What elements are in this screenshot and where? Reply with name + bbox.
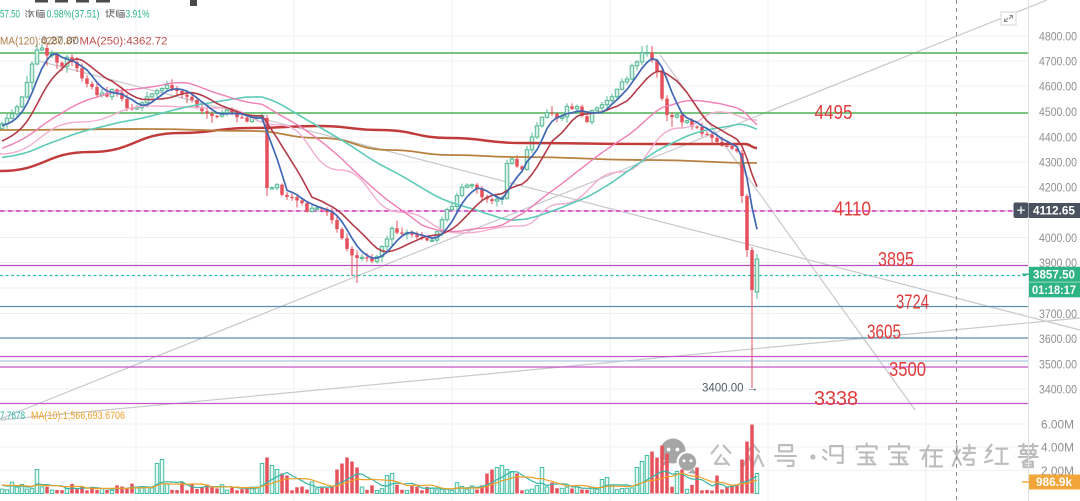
svg-text:3895: 3895 <box>878 248 914 271</box>
svg-text:4500.00: 4500.00 <box>1039 107 1077 119</box>
svg-text:3500: 3500 <box>889 358 926 381</box>
svg-text:4300.00: 4300.00 <box>1039 158 1077 170</box>
svg-text:3700.00: 3700.00 <box>1039 309 1077 321</box>
svg-text:0.98%(37.51): 0.98%(37.51) <box>47 9 100 21</box>
svg-text:4112.65: 4112.65 <box>1033 204 1075 218</box>
svg-text:4800.00: 4800.00 <box>1039 32 1077 44</box>
svg-text:3500.00: 3500.00 <box>1039 360 1077 372</box>
svg-text:0.27.00: 0.27.00 <box>41 35 79 47</box>
svg-text:4400.00: 4400.00 <box>1039 133 1077 145</box>
svg-text:6.00M: 6.00M <box>1041 420 1074 432</box>
svg-text:4495: 4495 <box>815 101 853 124</box>
svg-text:986.9k: 986.9k <box>1036 475 1072 489</box>
svg-text:4000.00: 4000.00 <box>1039 233 1077 245</box>
svg-text:3600.00: 3600.00 <box>1039 334 1077 346</box>
svg-text:01:18:17: 01:18:17 <box>1032 283 1076 297</box>
svg-text:3338: 3338 <box>814 387 858 410</box>
svg-text:3400.00: 3400.00 <box>1039 385 1077 397</box>
svg-text:4110: 4110 <box>834 198 871 221</box>
svg-text:MA(250):4362.72: MA(250):4362.72 <box>80 36 168 48</box>
svg-text:3400.00 →: 3400.00 → <box>702 383 758 395</box>
svg-text:4.00M: 4.00M <box>1041 443 1074 455</box>
svg-text:4700.00: 4700.00 <box>1039 57 1077 69</box>
svg-text:MA(10):1,566,693.6706: MA(10):1,566,693.6706 <box>31 410 125 422</box>
svg-text:57.50: 57.50 <box>0 9 20 21</box>
svg-text:3.91%: 3.91% <box>126 9 150 21</box>
svg-text:3605: 3605 <box>867 321 901 344</box>
svg-text:MA(120):4280.87: MA(120):4280.87 <box>0 36 77 48</box>
svg-text:7.7678: 7.7678 <box>0 410 25 422</box>
svg-text:3857.50: 3857.50 <box>1033 268 1075 282</box>
svg-text:3724: 3724 <box>896 291 929 314</box>
svg-text:4200.00: 4200.00 <box>1039 183 1077 195</box>
svg-text:4600.00: 4600.00 <box>1039 82 1077 94</box>
